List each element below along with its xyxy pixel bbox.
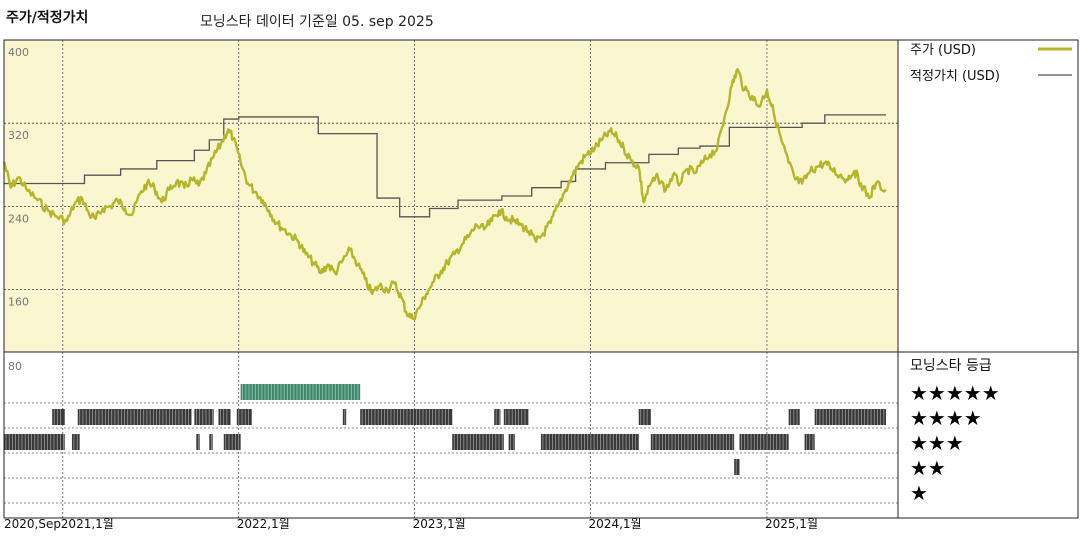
rating-bar-3-star: [650, 434, 735, 450]
rating-bar-3-star: [508, 434, 515, 450]
chart-subtitle: 모닝스타 데이터 기준일 05. sep 2025: [200, 14, 434, 30]
x-tick-label: 2025,1월: [765, 517, 818, 531]
rating-bar-4-star: [494, 409, 501, 425]
rating-bar-3-star: [540, 434, 639, 450]
x-tick-label: 2021,1월: [61, 517, 114, 531]
rating-bar-3-star: [71, 434, 80, 450]
rating-legend-row-2: ★★: [910, 456, 946, 480]
rating-bar-3-star: [196, 434, 200, 450]
y-tick-label: 160: [8, 296, 29, 309]
rating-legend-row-1: ★: [910, 481, 928, 505]
rating-bar-2-star: [734, 459, 740, 475]
rating-bar-4-star: [342, 409, 347, 425]
rating-bar-5-star: [240, 384, 361, 400]
rating-bar-3-star: [739, 434, 789, 450]
rating-bar-4-star: [236, 409, 252, 425]
rating-bar-4-star: [360, 409, 453, 425]
x-tick-label: 2024,1월: [589, 517, 642, 531]
rating-bar-4-star: [814, 409, 886, 425]
rating-legend-row-5: ★★★★★: [910, 381, 1000, 405]
rating-bar-4-star: [503, 409, 529, 425]
rating-y-tick-label: 80: [8, 360, 22, 373]
rating-bar-3-star: [452, 434, 504, 450]
y-tick-label: 400: [8, 46, 29, 59]
x-tick-label: 2023,1월: [413, 517, 466, 531]
legend: 주가 (USD) 적정가치 (USD): [910, 43, 1072, 84]
rating-legend-title: 모닝스타 등급: [910, 358, 992, 374]
rating-bars: [4, 384, 886, 475]
rating-bar-3-star: [209, 434, 213, 450]
rating-bar-3-star: [223, 434, 241, 450]
rating-bar-4-star: [788, 409, 800, 425]
rating-legend-row-3: ★★★: [910, 431, 964, 455]
rating-legend: 모닝스타 등급 ★★★★★ ★★★★ ★★★ ★★ ★: [910, 358, 1000, 505]
chart-title: 주가/적정가치: [6, 9, 88, 26]
rating-bar-3-star: [804, 434, 815, 450]
legend-price-label: 주가 (USD): [910, 43, 976, 58]
series-lines: [2, 67, 887, 321]
rating-bar-3-star: [4, 434, 65, 450]
rating-bar-4-star: [218, 409, 231, 425]
price-line: [2, 67, 887, 321]
y-tick-label: 320: [8, 129, 29, 142]
rating-bar-4-star: [52, 409, 65, 425]
rating-legend-row-4: ★★★★: [910, 406, 982, 430]
rating-bar-4-star: [77, 409, 192, 425]
fair-value-line: [4, 114, 886, 218]
chart-frame: [3, 39, 1079, 519]
x-tick-label: 2020,Sep: [4, 517, 61, 531]
axis-labels: 160 240 320 400 2020,Sep 2021,1월 2022,1월 2023,1…: [4, 46, 818, 531]
grid-layer: [4, 40, 898, 518]
y-tick-label: 240: [8, 212, 29, 225]
legend-fair-label: 적정가치 (USD): [910, 69, 1000, 84]
x-tick-label: 2022,1월: [237, 517, 290, 531]
rating-bar-4-star: [638, 409, 651, 425]
rating-bar-4-star: [194, 409, 214, 425]
